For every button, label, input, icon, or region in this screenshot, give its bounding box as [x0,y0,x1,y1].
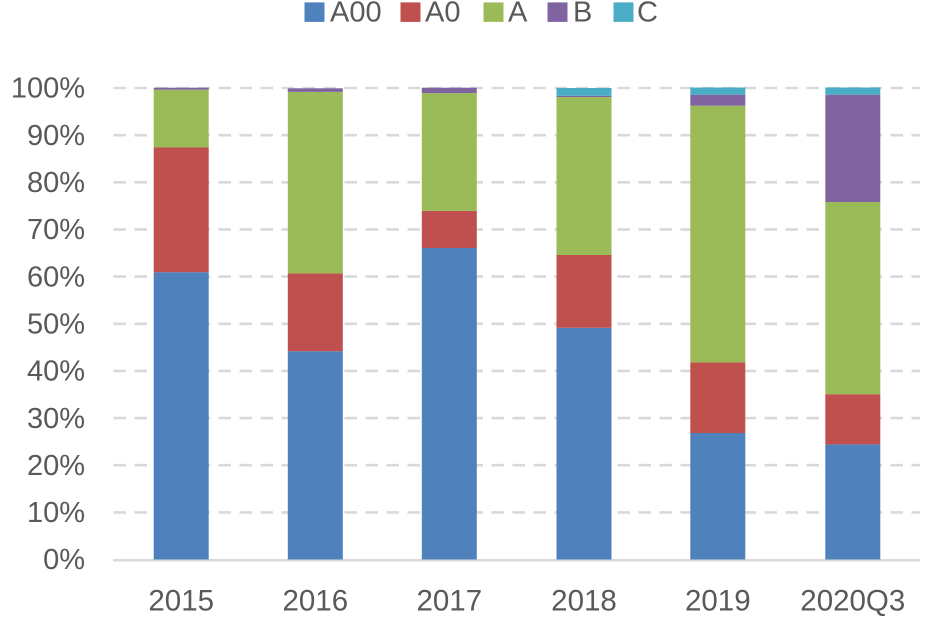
svg-text:2017: 2017 [416,585,482,618]
svg-text:C: C [637,0,658,29]
svg-text:A: A [508,0,528,29]
svg-text:40%: 40% [27,356,85,388]
svg-text:B: B [573,0,592,29]
svg-text:90%: 90% [27,120,85,152]
svg-text:70%: 70% [27,214,85,246]
svg-text:20%: 20% [27,450,85,482]
svg-text:50%: 50% [27,308,85,340]
svg-text:2015: 2015 [148,585,214,618]
svg-text:2020Q3: 2020Q3 [800,585,905,618]
svg-text:60%: 60% [27,261,85,293]
svg-text:2019: 2019 [685,585,751,618]
svg-text:A0: A0 [425,0,460,29]
svg-text:10%: 10% [27,497,85,529]
svg-text:2016: 2016 [282,585,348,618]
svg-text:100%: 100% [11,73,85,105]
svg-text:A00: A00 [330,0,382,29]
svg-text:0%: 0% [43,544,85,576]
svg-text:30%: 30% [27,403,85,435]
svg-text:2018: 2018 [551,585,617,618]
svg-text:80%: 80% [27,167,85,199]
